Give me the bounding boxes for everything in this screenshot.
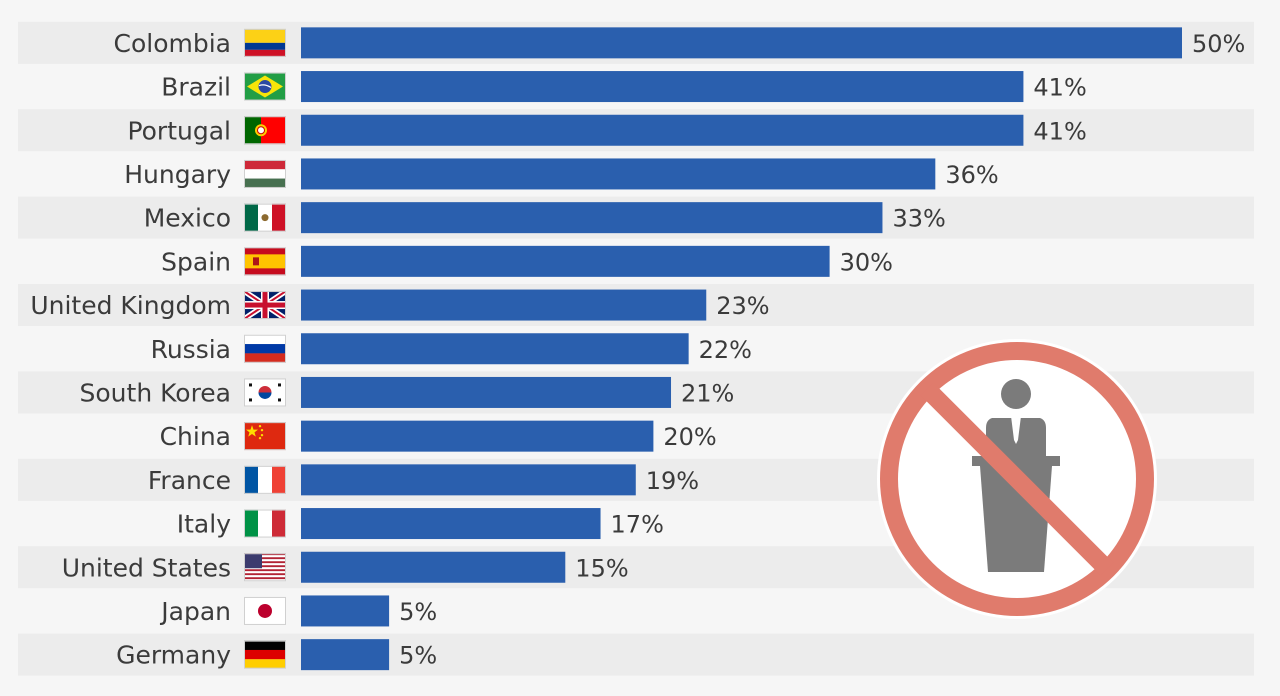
category-label: Hungary: [124, 160, 231, 189]
category-label: Germany: [116, 641, 231, 670]
brazil-flag-icon: [244, 72, 286, 101]
bar: [301, 289, 707, 321]
value-label: 19%: [646, 467, 699, 495]
bars: [301, 27, 1182, 671]
speaker-tie-icon: [1011, 416, 1021, 444]
spain-flag-icon: [244, 247, 286, 276]
bar: [301, 376, 672, 408]
category-label: South Korea: [80, 378, 231, 407]
bar: [301, 551, 566, 583]
category-label: Italy: [177, 510, 231, 539]
bar: [301, 639, 390, 671]
prohibition-slash-icon: [920, 382, 1114, 576]
united-kingdom-flag-icon: [244, 291, 286, 320]
italy-flag-icon: [244, 509, 286, 538]
portugal-flag-icon: [244, 116, 286, 145]
category-label: Japan: [159, 597, 231, 626]
category-label: China: [160, 422, 231, 451]
bar: [301, 158, 936, 190]
category-label: United States: [62, 553, 231, 582]
value-label: 41%: [1033, 74, 1086, 102]
bar: [301, 71, 1024, 103]
category-label: United Kingdom: [30, 291, 231, 320]
mexico-flag-icon: [244, 203, 286, 232]
south-korea-flag-icon: [244, 378, 286, 407]
germany-flag-icon: [244, 640, 286, 669]
bar: [301, 420, 654, 452]
value-label: 5%: [399, 598, 437, 626]
value-label: 50%: [1192, 30, 1245, 58]
value-label: 30%: [840, 248, 893, 276]
hungary-flag-icon: [244, 159, 286, 188]
category-label: Spain: [161, 247, 231, 276]
category-label: Brazil: [161, 73, 231, 102]
value-label: 22%: [699, 336, 752, 364]
value-label: 41%: [1033, 117, 1086, 145]
value-label: 20%: [663, 423, 716, 451]
speaker-head-icon: [1001, 379, 1031, 409]
prohibition-ring-icon: [880, 342, 1154, 616]
china-flag-icon: [244, 422, 286, 451]
row-band: [18, 633, 1254, 676]
bar: [301, 245, 830, 277]
value-label: 21%: [681, 379, 734, 407]
no-speaker-podium-icon: [877, 339, 1157, 619]
bar: [301, 202, 883, 234]
value-label: 36%: [945, 161, 998, 189]
value-labels: 50% 41% 41% 36%33% 30% 23% 22% 21% 20% 19% 17% 15% 5…: [399, 30, 1245, 670]
bar: [301, 508, 601, 540]
flag-icons: [244, 28, 286, 669]
category-label: Mexico: [144, 204, 231, 233]
france-flag-icon: [244, 465, 286, 494]
value-label: 17%: [611, 511, 664, 539]
value-label: 23%: [716, 292, 769, 320]
category-label: Colombia: [114, 29, 231, 58]
bar: [301, 464, 636, 496]
category-label: France: [148, 466, 231, 495]
bar: [301, 27, 1182, 59]
russia-flag-icon: [244, 334, 286, 363]
bar: [301, 114, 1024, 146]
colombia-flag-icon: [244, 28, 286, 57]
value-label: 5%: [399, 642, 437, 670]
value-label: 33%: [892, 205, 945, 233]
bar: [301, 595, 390, 627]
category-labels: Colombia Brazil Portugal Hungary Mexico Spain…: [30, 29, 231, 670]
bar: [301, 333, 689, 365]
podium-top-icon: [972, 456, 1060, 466]
united-states-flag-icon: [244, 553, 286, 582]
value-label: 15%: [575, 554, 628, 582]
japan-flag-icon: [244, 596, 286, 625]
category-label: Russia: [151, 335, 231, 364]
category-label: Portugal: [127, 116, 231, 145]
